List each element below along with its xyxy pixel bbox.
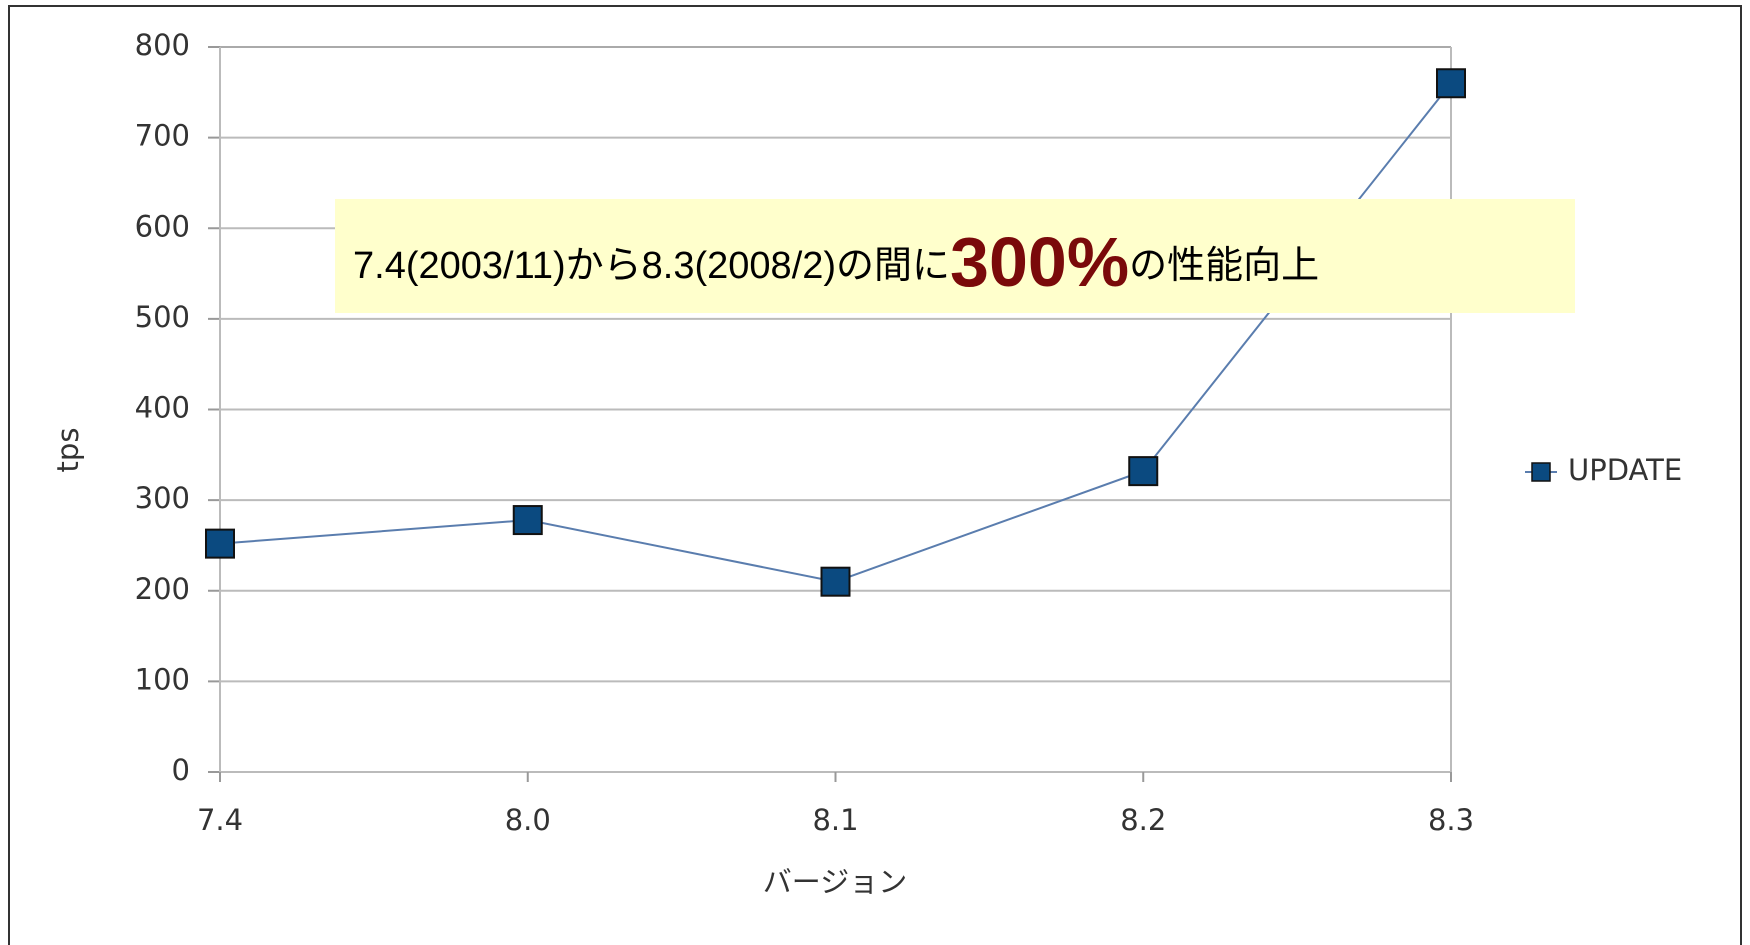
y-tick-label: 100 <box>135 662 190 696</box>
point <box>1436 68 1466 99</box>
y-tick-label: 200 <box>135 572 190 606</box>
x-axis-label: バージョン <box>763 865 907 899</box>
annotation-box <box>335 199 1575 313</box>
y-tick-label: 400 <box>135 391 190 425</box>
x-tick-label: 8.2 <box>1120 803 1166 837</box>
y-tick-label: 300 <box>135 481 190 515</box>
legend-marker <box>1531 462 1551 482</box>
annotation-part: 7.4(2003/11)から8.3(2008/2)の間に <box>353 245 950 287</box>
y-tick-label: 0 <box>172 753 190 787</box>
legend-label: UPDATE <box>1568 453 1682 487</box>
point <box>820 566 851 597</box>
point <box>1128 456 1159 487</box>
x-tick-label: 7.4 <box>197 803 243 837</box>
frame <box>8 5 1742 945</box>
x-tick-label: 8.0 <box>505 803 551 837</box>
point <box>205 528 235 559</box>
point <box>512 505 543 536</box>
annotation: 7.4(2003/11)から8.3(2008/2)の間に300%の性能向上 <box>353 223 1319 301</box>
x-tick-label: 8.3 <box>1428 803 1474 837</box>
y-axis-label: tps <box>51 428 85 473</box>
y-tick-label: 800 <box>135 28 190 62</box>
annotation-part: の性能向上 <box>1129 245 1319 287</box>
y-tick-label: 600 <box>135 209 190 243</box>
y-tick-label: 500 <box>135 300 190 334</box>
x-tick-label: 8.1 <box>812 803 858 837</box>
y-tick-label: 700 <box>135 119 190 153</box>
annotation-part: 300% <box>950 223 1129 301</box>
